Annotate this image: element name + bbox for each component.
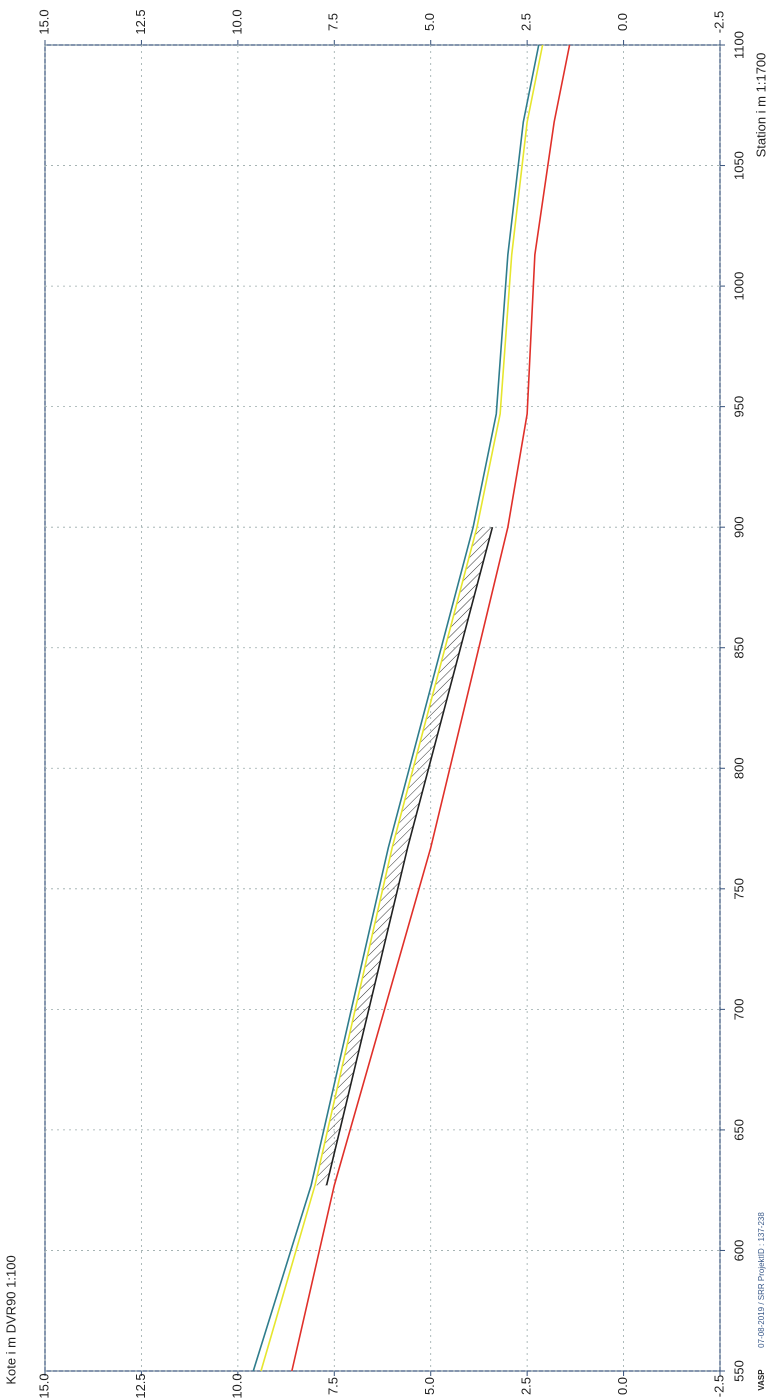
- y-tick-label: 2.5: [519, 13, 534, 31]
- x-tick-label: 750: [731, 878, 746, 900]
- x-tick-label: 800: [731, 757, 746, 779]
- series-line: [252, 44, 540, 1372]
- y-tick-label: 0.0: [615, 13, 630, 31]
- x-tick-label: 1100: [731, 31, 746, 59]
- series-line: [260, 44, 544, 1372]
- x-tick-label: 900: [731, 516, 746, 538]
- y-tick-label: 15.0: [36, 9, 51, 34]
- y-tick-label: 15.0: [36, 1373, 51, 1398]
- y-tick-label: 10.0: [229, 1373, 244, 1398]
- series-line: [325, 526, 494, 1186]
- y-tick-label: -2.5: [711, 1375, 726, 1397]
- y-tick-label: 2.5: [519, 1377, 534, 1395]
- y-tick-label: -2.5: [711, 11, 726, 33]
- footer-info: 07-08-2019 / SRR ProjektID : 137-238: [757, 1212, 766, 1348]
- plot-frame: [44, 44, 721, 1372]
- y-tick-label: 12.5: [133, 9, 148, 34]
- y-tick-label: 10.0: [229, 9, 244, 34]
- series-line: [291, 44, 571, 1372]
- x-tick-label: 850: [731, 637, 746, 659]
- x-tick-label: 700: [731, 999, 746, 1021]
- x-tick-label: 550: [731, 1360, 746, 1382]
- y-tick-label: 12.5: [133, 1373, 148, 1398]
- x-tick-label: 600: [731, 1240, 746, 1262]
- x-tick-label: 1050: [731, 151, 746, 180]
- footer-logo: VASP: [757, 1369, 766, 1391]
- x-tick-label: 650: [731, 1119, 746, 1141]
- y-tick-label: 0.0: [615, 1377, 630, 1395]
- x-tick-label: 950: [731, 396, 746, 418]
- y-tick-label: 5.0: [422, 1377, 437, 1395]
- y-axis-label: Kote i m DVR90 1:100: [3, 1255, 18, 1384]
- y-tick-label: 7.5: [326, 1377, 341, 1395]
- x-tick-label: 1000: [731, 272, 746, 301]
- y-tick-label: 5.0: [422, 13, 437, 31]
- y-tick-label: 7.5: [326, 13, 341, 31]
- x-axis-label: Station i m 1:1700: [753, 53, 768, 158]
